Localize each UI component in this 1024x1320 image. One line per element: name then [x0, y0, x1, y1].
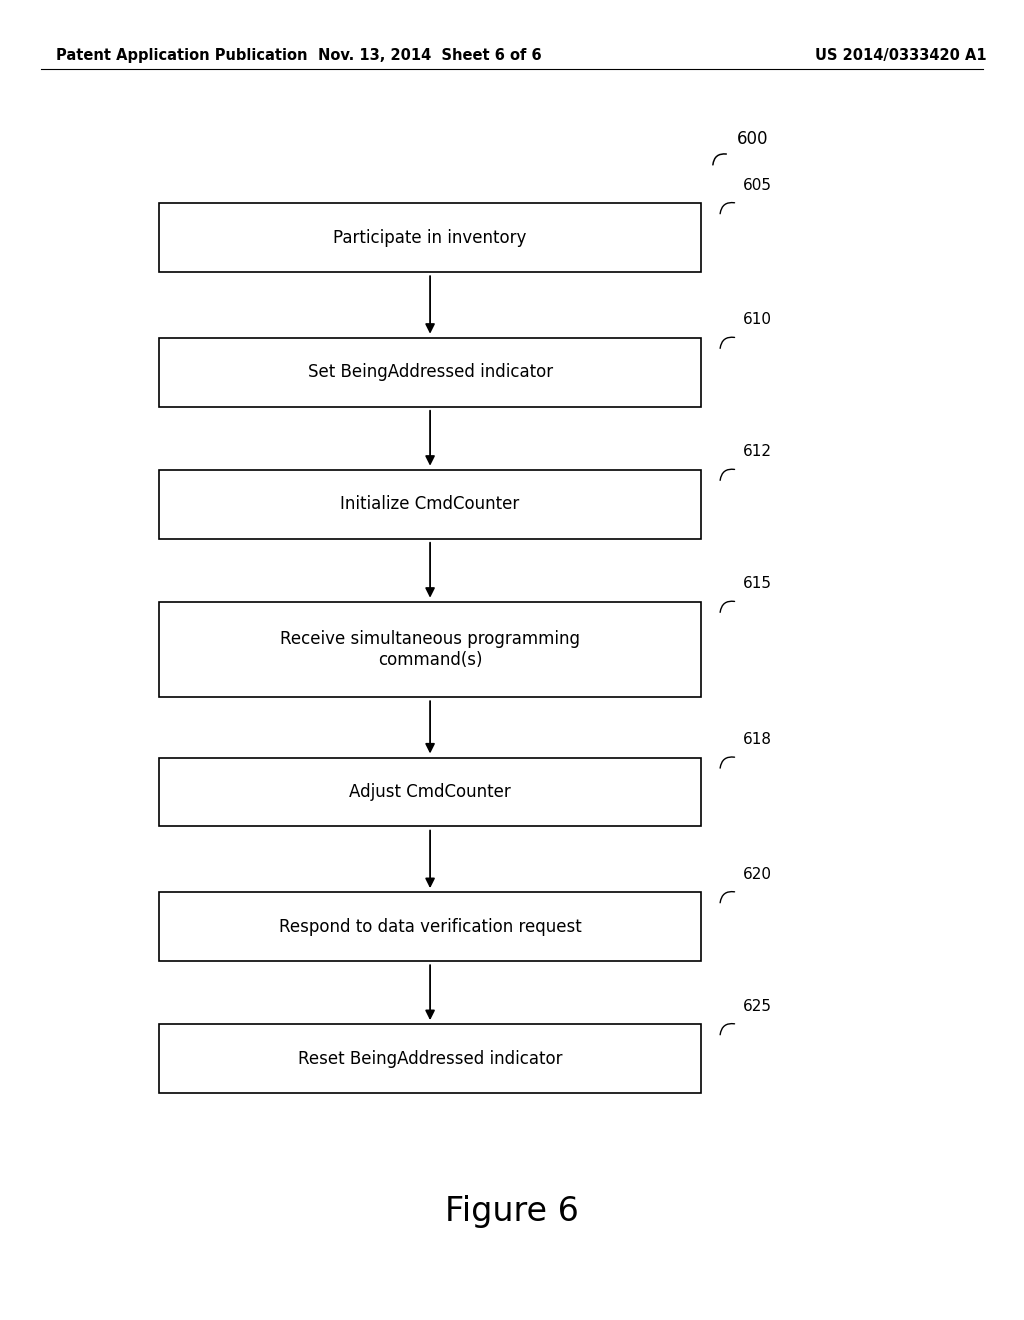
- Text: 620: 620: [742, 867, 771, 882]
- Text: 618: 618: [742, 733, 771, 747]
- Text: Participate in inventory: Participate in inventory: [334, 228, 526, 247]
- Text: 610: 610: [742, 313, 771, 327]
- Bar: [159, 470, 701, 539]
- FancyArrowPatch shape: [720, 202, 734, 214]
- FancyArrowPatch shape: [720, 601, 734, 612]
- Text: Respond to data verification request: Respond to data verification request: [279, 917, 582, 936]
- Bar: [159, 1024, 701, 1093]
- Text: US 2014/0333420 A1: US 2014/0333420 A1: [815, 48, 987, 63]
- Bar: [159, 602, 701, 697]
- Text: 612: 612: [742, 445, 771, 459]
- Bar: [159, 338, 701, 407]
- Text: Nov. 13, 2014  Sheet 6 of 6: Nov. 13, 2014 Sheet 6 of 6: [318, 48, 542, 63]
- Text: Initialize CmdCounter: Initialize CmdCounter: [340, 495, 520, 513]
- FancyArrowPatch shape: [720, 891, 734, 903]
- Bar: [159, 203, 701, 272]
- Text: 625: 625: [742, 999, 771, 1014]
- Bar: [159, 892, 701, 961]
- FancyArrowPatch shape: [720, 756, 734, 768]
- Text: 615: 615: [742, 577, 771, 591]
- FancyArrowPatch shape: [713, 154, 726, 165]
- Text: Figure 6: Figure 6: [445, 1196, 579, 1228]
- Text: Patent Application Publication: Patent Application Publication: [56, 48, 308, 63]
- FancyArrowPatch shape: [720, 337, 734, 348]
- FancyArrowPatch shape: [720, 469, 734, 480]
- Text: Receive simultaneous programming
command(s): Receive simultaneous programming command…: [281, 630, 580, 669]
- Text: 605: 605: [742, 178, 771, 193]
- Text: Adjust CmdCounter: Adjust CmdCounter: [349, 783, 511, 801]
- FancyArrowPatch shape: [720, 1023, 734, 1035]
- Bar: [159, 758, 701, 826]
- Text: 600: 600: [737, 129, 769, 148]
- Text: Set BeingAddressed indicator: Set BeingAddressed indicator: [307, 363, 553, 381]
- Text: Reset BeingAddressed indicator: Reset BeingAddressed indicator: [298, 1049, 562, 1068]
